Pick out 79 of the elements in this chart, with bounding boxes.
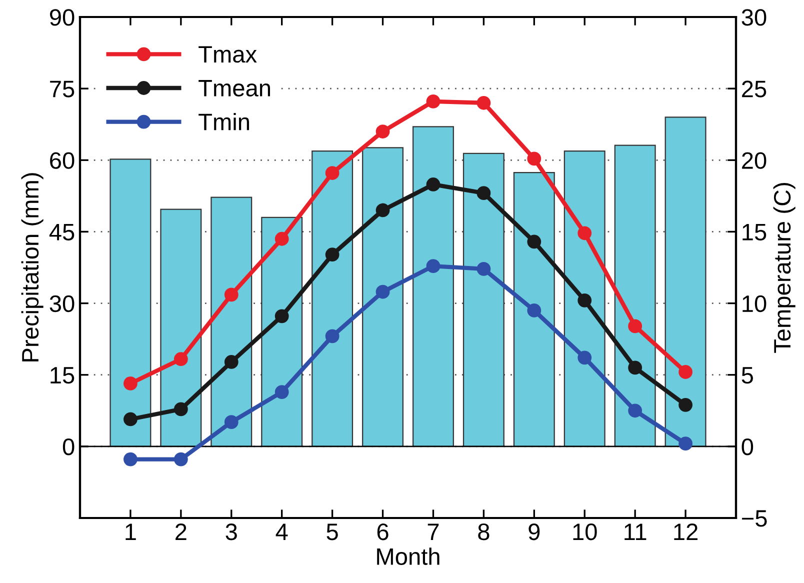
point [325, 248, 340, 262]
y-tick-label: 60 [50, 152, 74, 169]
point [578, 350, 592, 365]
point [426, 259, 440, 274]
x-axis-title: Month [377, 548, 440, 565]
x-tick-label: 6 [377, 523, 388, 540]
x-tick-label: 1 [126, 524, 136, 540]
bar [513, 172, 555, 447]
point [376, 284, 390, 299]
bar [462, 152, 504, 447]
y-axis-title: Precipitation (mm) [21, 173, 44, 362]
legend-label: Tmin [198, 112, 249, 130]
point [274, 309, 289, 324]
y2-tick-label: 25 [742, 80, 766, 98]
point [578, 226, 592, 240]
y2-tick-label: 15 [742, 224, 766, 240]
x-tick-label: 3 [226, 523, 237, 540]
y-tick-label: 30 [50, 295, 74, 312]
point [527, 152, 542, 166]
bar [614, 144, 656, 447]
point [124, 452, 138, 466]
x-tick-label: 9 [528, 523, 540, 540]
y-tick-label: 90 [50, 9, 74, 26]
point [678, 436, 692, 451]
point [224, 415, 238, 430]
y2-axis-title: Temperature (C) [773, 183, 796, 353]
y2-tick-label: 5 [742, 367, 753, 384]
y-tick-label: 0 [62, 438, 74, 456]
point [678, 365, 692, 379]
point [578, 293, 592, 308]
point [224, 355, 238, 369]
point [527, 304, 542, 318]
bar [160, 208, 202, 447]
point [174, 352, 188, 366]
y-tick-label: 45 [49, 224, 74, 240]
point [426, 178, 440, 192]
x-tick-label: 4 [276, 524, 288, 540]
y-tick-label: 75 [50, 80, 74, 98]
point [476, 96, 491, 110]
point [274, 385, 289, 399]
point [527, 234, 542, 249]
point [224, 288, 238, 302]
point [174, 452, 188, 466]
point [628, 404, 642, 418]
point [476, 262, 491, 276]
point [174, 402, 188, 416]
legend-label: Tmean [198, 80, 270, 96]
bar [412, 126, 454, 447]
point [476, 186, 491, 200]
x-tick-label: 5 [326, 524, 338, 540]
y2-tick-label: 30 [742, 9, 766, 26]
point [376, 124, 390, 138]
point [124, 412, 138, 426]
y2-tick-label: 0 [742, 438, 754, 456]
bar [312, 150, 354, 447]
y2-tick-label: 10 [742, 295, 766, 312]
y-tick-label: 15 [50, 367, 74, 384]
y2-tick-label: 20 [742, 152, 766, 169]
point [678, 398, 692, 412]
point [628, 319, 642, 334]
bar [362, 147, 404, 447]
y2-tick-label: −5 [742, 510, 767, 527]
point [325, 329, 340, 344]
bar [564, 150, 606, 447]
legend-label: Tmax [198, 46, 257, 63]
point [274, 232, 289, 246]
point [426, 94, 440, 108]
bar [664, 116, 706, 447]
x-tick-label: 11 [624, 524, 646, 540]
x-tick-label: 12 [674, 523, 698, 540]
bar [110, 158, 152, 447]
x-tick-label: 7 [428, 524, 439, 540]
x-tick-label: 8 [478, 523, 490, 540]
x-tick-label: 10 [573, 523, 597, 540]
point [325, 166, 340, 180]
point [376, 203, 390, 218]
point [628, 360, 642, 375]
x-tick-label: 2 [176, 523, 186, 540]
point [124, 376, 138, 390]
